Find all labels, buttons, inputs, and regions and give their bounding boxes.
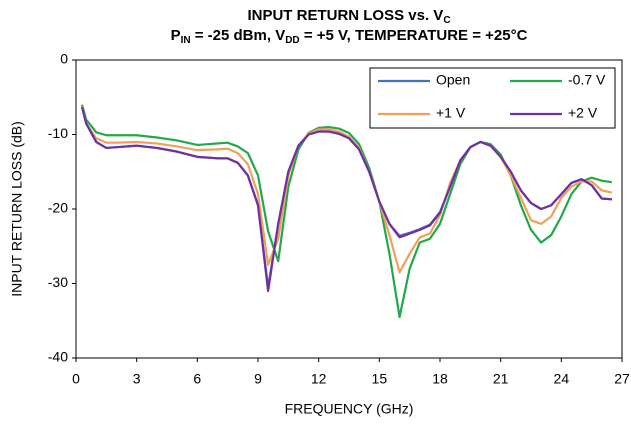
x-tick-label: 12 [311,371,327,387]
y-tick-label: -30 [48,274,68,290]
x-tick-label: 21 [493,371,509,387]
series-line [81,104,613,319]
y-axis-label: INPUT RETURN LOSS (dB) [9,121,25,297]
series-line [81,106,612,293]
title-sub: C [443,15,450,26]
y-tick-label: -10 [48,125,68,141]
x-tick-label: 15 [372,371,388,387]
series-line [81,106,612,289]
subtitle-part: P [171,27,181,44]
x-axis-label: FREQUENCY (GHz) [285,401,414,417]
legend-label: +2 V [568,105,598,121]
chart-title: INPUT RETURN LOSS vs. VC [247,7,450,26]
x-tick-label: 0 [72,371,80,387]
subtitle-part: = +5 V, TEMPERATURE = +25°C [300,27,528,44]
chart-subtitle: PIN = -25 dBm, VDD = +5 V, TEMPERATURE =… [171,27,528,46]
x-tick-label: 27 [614,371,630,387]
y-tick-label: -40 [48,349,68,365]
legend-label: Open [436,72,470,88]
x-tick-label: 3 [133,371,141,387]
subtitle-part: = -25 dBm, V [191,27,286,44]
y-tick-label: 0 [60,51,68,67]
subtitle-sub: IN [181,35,191,46]
subtitle-sub: DD [285,35,299,46]
x-tick-label: 18 [432,371,448,387]
x-tick-label: 6 [193,371,201,387]
title-part: INPUT RETURN LOSS vs. V [247,7,443,24]
y-tick-label: -20 [48,200,68,216]
legend-box [369,67,616,129]
legend-label: +1 V [436,105,466,121]
x-tick-label: 9 [254,371,262,387]
legend-label: -0.7 V [568,72,606,88]
x-tick-label: 24 [554,371,570,387]
